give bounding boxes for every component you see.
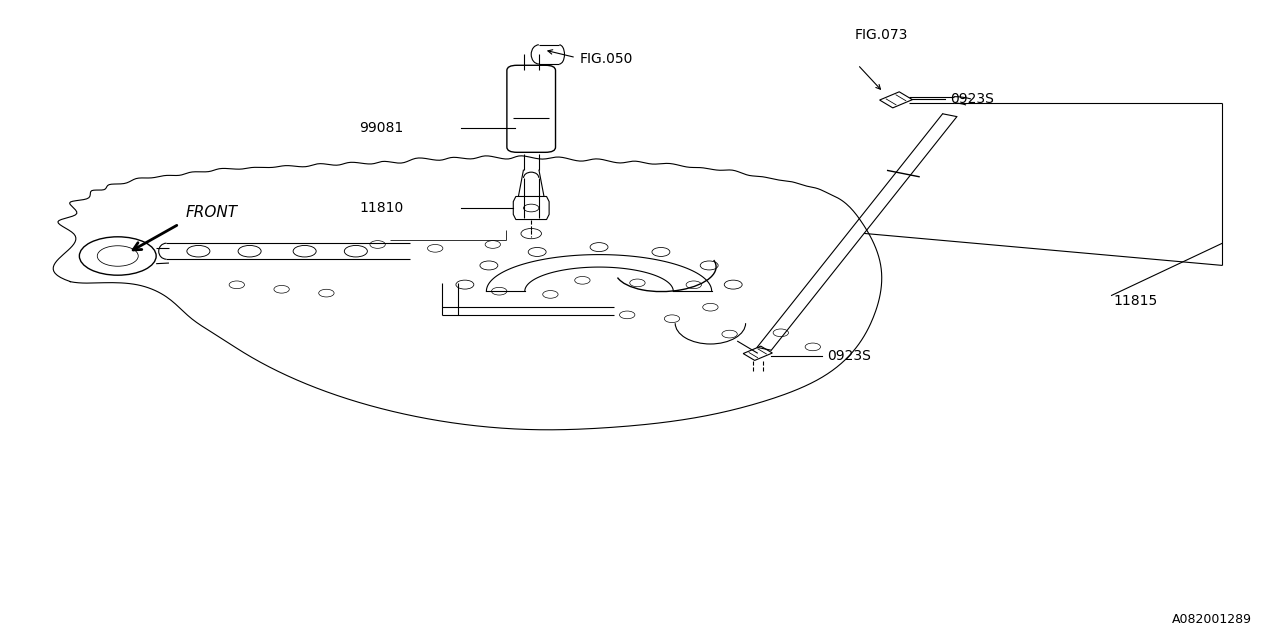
- Text: 11810: 11810: [358, 201, 403, 215]
- Text: 0923S: 0923S: [950, 92, 993, 106]
- Text: FRONT: FRONT: [186, 205, 238, 220]
- Text: FIG.050: FIG.050: [580, 52, 634, 66]
- Text: 99081: 99081: [358, 121, 403, 135]
- Text: FIG.073: FIG.073: [855, 28, 909, 42]
- Text: A082001289: A082001289: [1172, 613, 1252, 626]
- Text: 0923S: 0923S: [827, 349, 870, 364]
- Text: 11815: 11815: [1114, 294, 1158, 308]
